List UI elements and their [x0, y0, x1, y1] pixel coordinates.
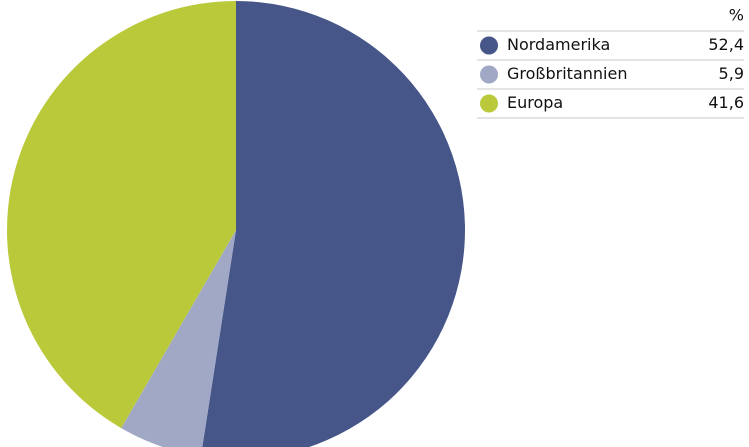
pie-slice	[6, 1, 236, 429]
pie-slice	[202, 1, 465, 447]
legend-value: 5,9	[719, 64, 744, 83]
legend-label: Nordamerika	[507, 35, 610, 54]
legend-swatch	[480, 36, 498, 55]
legend-value: 52,4	[708, 35, 744, 54]
legend-swatch	[480, 94, 498, 113]
legend-swatch	[480, 65, 498, 84]
legend-label: Europa	[507, 93, 563, 112]
legend-label: Großbritannien	[507, 64, 627, 83]
legend-value: 41,6	[708, 93, 744, 112]
value-header: %	[729, 6, 744, 25]
pie-slice	[121, 230, 236, 447]
